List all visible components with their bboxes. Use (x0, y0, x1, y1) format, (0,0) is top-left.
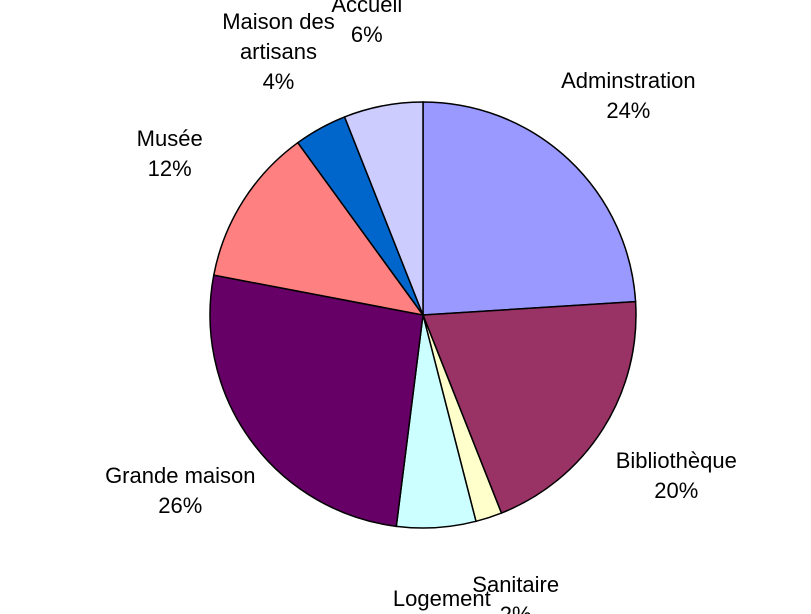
slice-name: Sanitaire (472, 572, 560, 598)
pie-slice (422, 101, 637, 316)
slice-name: Accueil (331, 0, 403, 18)
slice-name: Grande maison (105, 463, 256, 489)
slice-label: Logement6% (393, 584, 491, 614)
pie-slice (343, 101, 424, 316)
slice-percent: 2% (472, 600, 559, 614)
slice-name: Musée (136, 126, 203, 152)
slice-percent: 20% (654, 477, 699, 503)
slice-percent: 4% (262, 69, 295, 95)
slice-name: Maison des artisans (222, 9, 335, 65)
slice-percent: 12% (147, 156, 192, 182)
slice-name: Bibliothèque (615, 447, 737, 473)
slice-label: Grande maison 26% (105, 461, 255, 521)
slice-label: Accueil 6% (331, 0, 402, 50)
slice-percent: 26% (158, 493, 203, 519)
pie-slice (421, 300, 637, 515)
slice-label: Maison des artisans 4% (193, 7, 363, 97)
slice-name: Logement (392, 586, 491, 612)
slice-label: Bibliothèque 20% (616, 446, 737, 506)
slice-label: Musée 12% (137, 124, 203, 184)
pie-slice (212, 141, 425, 317)
pie-slice (209, 274, 424, 528)
slice-percent: 6% (350, 22, 383, 48)
slice-name: Adminstration (561, 68, 696, 94)
slice-label: Adminstration 24% (561, 66, 696, 126)
slice-percent: 24% (606, 98, 651, 124)
slice-label: Sanitaire 2% (472, 570, 559, 614)
